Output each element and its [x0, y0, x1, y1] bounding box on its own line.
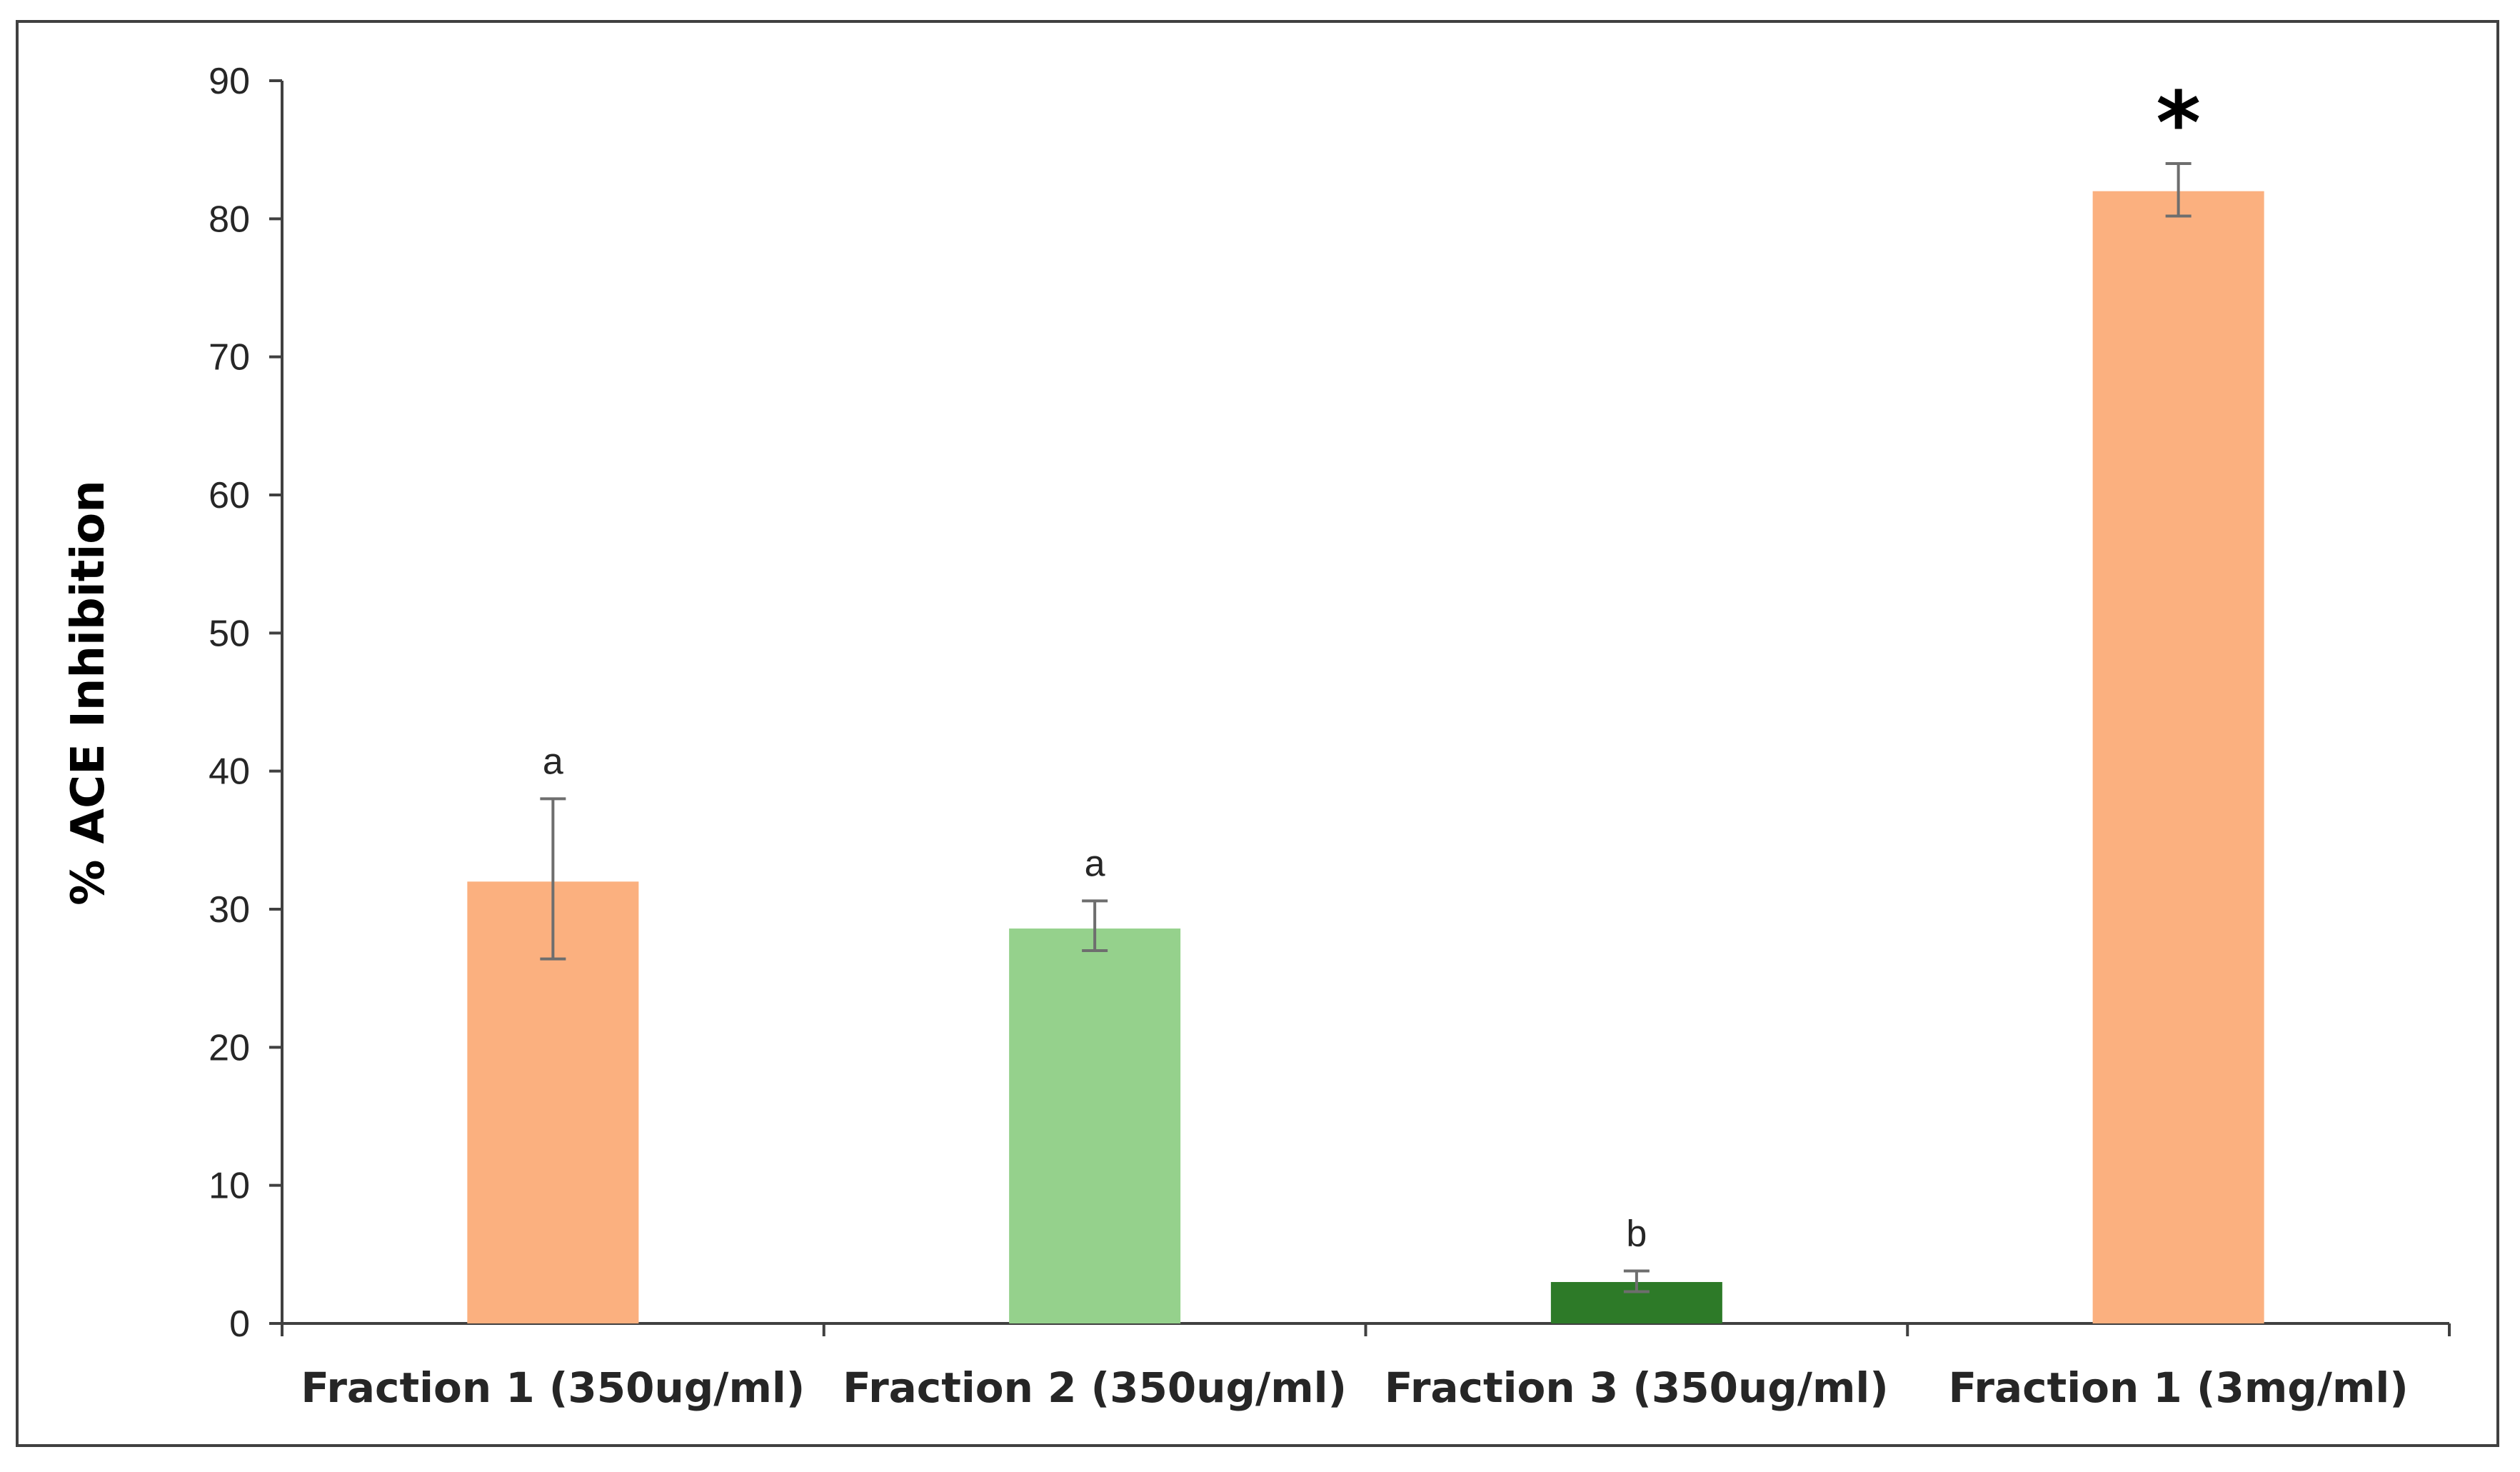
significance-label: a — [543, 741, 563, 782]
y-tick-label: 90 — [209, 61, 250, 102]
y-tick-label: 60 — [209, 475, 250, 516]
y-tick-label: 50 — [209, 613, 250, 654]
y-tick-label: 10 — [209, 1166, 250, 1207]
x-category-label: Fraction 1 (3mg/ml) — [1948, 1363, 2408, 1412]
y-tick-label: 20 — [209, 1027, 250, 1068]
significance-label: * — [2156, 74, 2201, 174]
bar — [1009, 928, 1181, 1323]
significance-label: b — [1626, 1213, 1647, 1255]
y-tick-label: 0 — [229, 1303, 250, 1345]
x-category-label: Fraction 1 (350ug/ml) — [301, 1363, 805, 1412]
significance-label: a — [1085, 843, 1105, 884]
y-axis-title: % ACE Inhibition — [62, 480, 115, 906]
y-tick-label: 70 — [209, 337, 250, 379]
x-category-label: Fraction 2 (350ug/ml) — [843, 1363, 1347, 1412]
y-tick-label: 40 — [209, 751, 250, 793]
chart-frame — [16, 20, 2499, 1447]
y-tick-label: 30 — [209, 889, 250, 931]
y-tick-label: 80 — [209, 199, 250, 240]
x-category-label: Fraction 3 (350ug/ml) — [1385, 1363, 1889, 1412]
bar — [2092, 191, 2264, 1324]
